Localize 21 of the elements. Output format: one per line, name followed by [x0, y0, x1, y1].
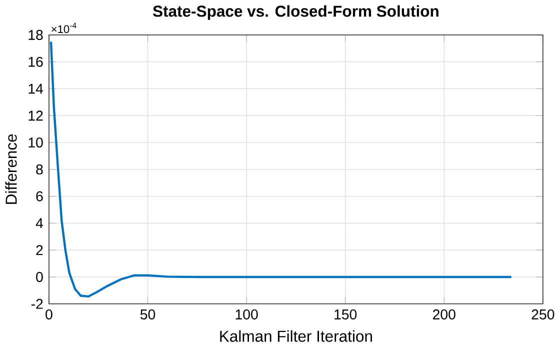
y-tick-label: 6 — [36, 191, 43, 202]
x-tick-label: 150 — [334, 309, 357, 320]
x-tick-label: 250 — [532, 309, 554, 320]
chart-title: State-Space vs. Closed-Form Solution — [152, 5, 438, 20]
y-tick-label: 8 — [36, 164, 43, 174]
y-tick-label: 18 — [28, 30, 43, 40]
x-tick-label: 100 — [236, 309, 258, 320]
y-tick-label: 14 — [28, 84, 43, 94]
x-tick-label: 0 — [46, 309, 52, 320]
x-tick-label: 50 — [140, 309, 156, 320]
x-tick-label: 200 — [433, 309, 456, 320]
text: ×10$^{-4}$ — [52, 22, 76, 34]
y-axis-title: Difference — [5, 134, 17, 204]
y-tick-label: 10 — [28, 137, 43, 148]
y-tick-label: 0 — [36, 272, 43, 282]
y-tick-label: 12 — [28, 110, 43, 121]
y-tick-label: 4 — [36, 218, 43, 228]
y-tick-label: 16 — [28, 56, 43, 67]
y-tick-label: -2 — [31, 298, 43, 309]
x-axis-title: Kalman Filter Iteration — [220, 330, 372, 342]
y-tick-label: 2 — [36, 245, 43, 255]
